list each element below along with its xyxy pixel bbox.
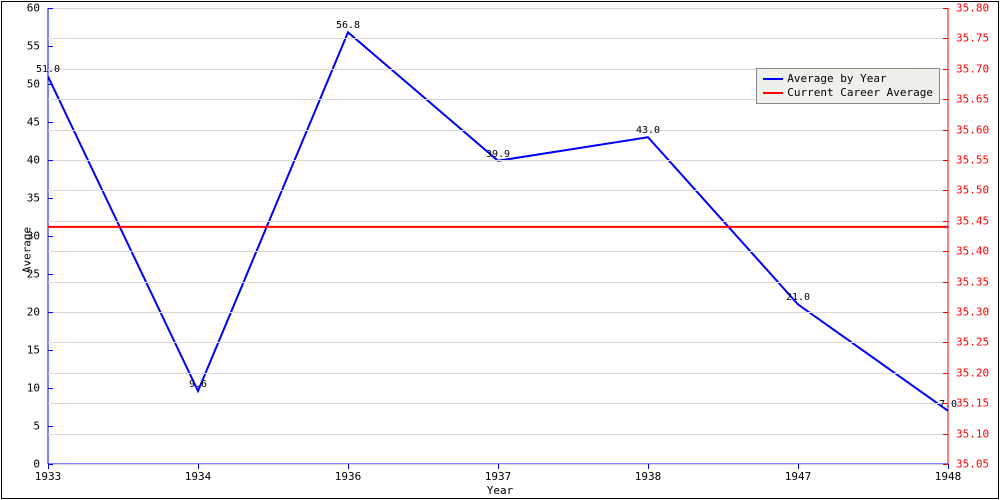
legend-label: Average by Year: [787, 72, 886, 86]
y-tick-label-right: 35.80: [956, 2, 989, 15]
legend-label: Current Career Average: [787, 86, 933, 100]
x-tick: [348, 464, 349, 469]
y-tick-label-right: 35.05: [956, 458, 989, 471]
point-label: 39.9: [486, 149, 510, 160]
y-tick-left: [48, 312, 53, 313]
chart-container: Average Year 05101520253035404550556035.…: [0, 0, 1000, 500]
y-tick-left: [48, 274, 53, 275]
y-tick-right: [943, 373, 948, 374]
x-tick: [948, 464, 949, 469]
y-tick-right: [943, 190, 948, 191]
y-tick-left: [48, 84, 53, 85]
y-tick-label-right: 35.10: [956, 427, 989, 440]
y-tick-left: [48, 8, 53, 9]
y-tick-label-right: 35.65: [956, 93, 989, 106]
y-tick-left: [48, 350, 53, 351]
y-tick-right: [943, 251, 948, 252]
y-tick-label-left: 60: [27, 2, 40, 15]
x-tick: [798, 464, 799, 469]
y-tick-label-right: 35.20: [956, 366, 989, 379]
legend-swatch: [763, 78, 783, 80]
y-tick-left: [48, 236, 53, 237]
y-tick-label-left: 45: [27, 116, 40, 129]
y-tick-label-left: 5: [33, 420, 40, 433]
y-tick-label-right: 35.60: [956, 123, 989, 136]
y-tick-right: [943, 38, 948, 39]
y-tick-label-left: 40: [27, 154, 40, 167]
y-tick-left: [48, 426, 53, 427]
y-tick-label-right: 35.35: [956, 275, 989, 288]
y-tick-label-left: 15: [27, 344, 40, 357]
x-tick-label: 1947: [785, 470, 812, 483]
y-tick-label-right: 35.70: [956, 62, 989, 75]
y-tick-left: [48, 198, 53, 199]
y-tick-right: [943, 434, 948, 435]
y-tick-label-right: 35.75: [956, 32, 989, 45]
point-label: 56.8: [336, 20, 360, 31]
y-tick-right: [943, 69, 948, 70]
y-tick-left: [48, 388, 53, 389]
y-tick-label-right: 35.55: [956, 154, 989, 167]
x-axis-label: Year: [487, 484, 514, 497]
y-tick-right: [943, 221, 948, 222]
y-tick-right: [943, 282, 948, 283]
y-tick-left: [48, 160, 53, 161]
y-tick-left: [48, 46, 53, 47]
y-tick-label-left: 25: [27, 268, 40, 281]
x-tick-label: 1936: [335, 470, 362, 483]
point-label: 21.0: [786, 292, 810, 303]
x-tick-label: 1933: [35, 470, 62, 483]
legend-item: Current Career Average: [763, 86, 933, 100]
point-label: 43.0: [636, 125, 660, 136]
y-tick-label-left: 50: [27, 78, 40, 91]
legend: Average by YearCurrent Career Average: [756, 68, 940, 104]
y-tick-label-left: 10: [27, 382, 40, 395]
x-tick-label: 1938: [635, 470, 662, 483]
y-tick-right: [943, 160, 948, 161]
y-tick-label-right: 35.45: [956, 214, 989, 227]
x-tick-label: 1937: [485, 470, 512, 483]
legend-item: Average by Year: [763, 72, 933, 86]
y-tick-left: [48, 122, 53, 123]
x-tick-label: 1934: [185, 470, 212, 483]
y-tick-label-right: 35.25: [956, 336, 989, 349]
y-tick-label-left: 35: [27, 192, 40, 205]
y-tick-label-right: 35.30: [956, 306, 989, 319]
x-tick: [648, 464, 649, 469]
y-tick-right: [943, 312, 948, 313]
point-label: 7.0: [939, 399, 957, 410]
y-tick-label-right: 35.15: [956, 397, 989, 410]
y-tick-label-left: 30: [27, 230, 40, 243]
y-tick-right: [943, 130, 948, 131]
point-label: 9.6: [189, 379, 207, 390]
y-tick-label-left: 0: [33, 458, 40, 471]
point-label: 51.0: [36, 64, 60, 75]
y-tick-label-left: 55: [27, 40, 40, 53]
y-tick-label-right: 35.40: [956, 245, 989, 258]
y-tick-right: [943, 99, 948, 100]
x-tick: [48, 464, 49, 469]
y-tick-right: [943, 8, 948, 9]
x-tick-label: 1948: [935, 470, 962, 483]
y-tick-label-right: 35.50: [956, 184, 989, 197]
legend-swatch: [763, 92, 783, 94]
x-tick: [198, 464, 199, 469]
x-tick: [498, 464, 499, 469]
y-tick-label-left: 20: [27, 306, 40, 319]
y-tick-right: [943, 342, 948, 343]
